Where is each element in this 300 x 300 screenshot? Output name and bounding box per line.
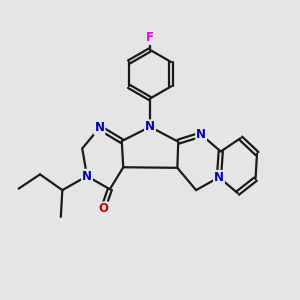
Text: N: N <box>214 171 224 184</box>
Text: O: O <box>98 202 108 215</box>
Text: N: N <box>94 121 104 134</box>
Text: N: N <box>145 120 155 133</box>
Text: F: F <box>146 31 154 44</box>
Text: F: F <box>146 31 154 44</box>
Text: N: N <box>196 128 206 141</box>
Text: N: N <box>82 170 92 183</box>
